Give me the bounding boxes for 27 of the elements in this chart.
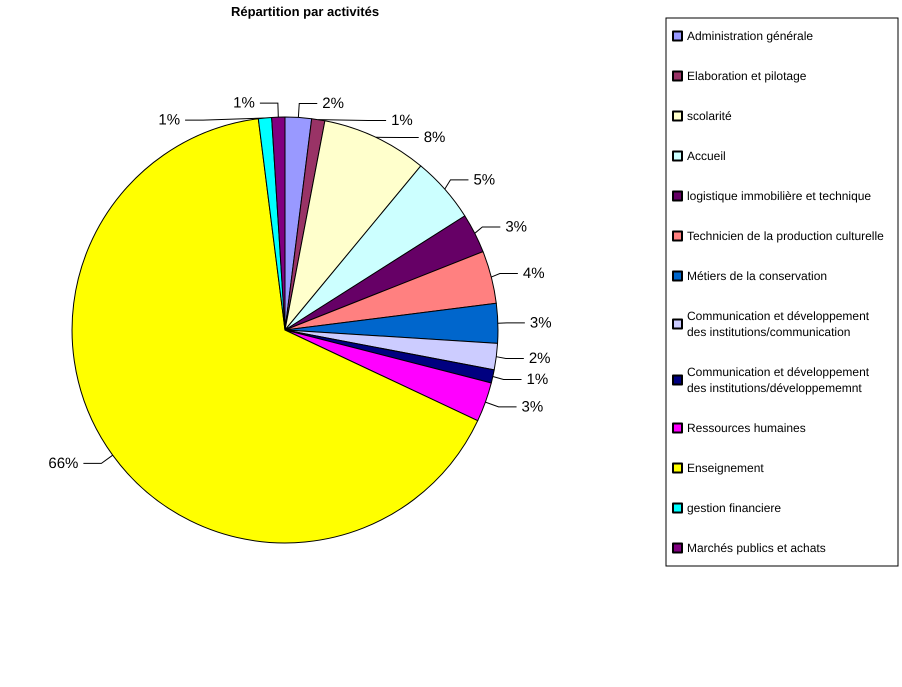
legend-label: Elaboration et pilotage — [687, 69, 807, 83]
legend-label: Accueil — [687, 149, 726, 163]
legend-label: Enseignement — [687, 461, 764, 475]
data-label: 5% — [473, 171, 496, 188]
data-label: 1% — [526, 371, 548, 388]
legend-label: Administration générale — [687, 29, 814, 43]
data-label: 1% — [391, 112, 413, 129]
legend-label: Métiers de la conservation — [687, 269, 828, 283]
legend-label: Communication et développement des institutions/communication — [687, 309, 872, 339]
legend-label: Marchés publics et achats — [687, 541, 826, 555]
legend-label: scolarité — [687, 109, 732, 123]
data-label: 1% — [233, 94, 255, 112]
data-label: 2% — [528, 350, 551, 367]
data-label: 8% — [424, 128, 446, 146]
data-label: 3% — [505, 218, 528, 236]
data-label: 3% — [530, 314, 552, 332]
legend-label: gestion financiere — [687, 501, 782, 515]
data-label: 3% — [522, 398, 544, 416]
chart-title: Répartition par activités — [230, 4, 380, 19]
data-label: 66% — [48, 454, 78, 472]
data-label: 4% — [522, 265, 545, 282]
legend-label: Ressources humaines — [687, 421, 806, 435]
data-label: 1% — [158, 112, 180, 129]
data-label: 2% — [322, 94, 344, 112]
legend-label: Communication et développement des institutions/développememnt — [687, 365, 872, 395]
legend-label: logistique immobilière et technique — [687, 189, 872, 203]
legend-label: Technicien de la production culturelle — [687, 229, 884, 243]
